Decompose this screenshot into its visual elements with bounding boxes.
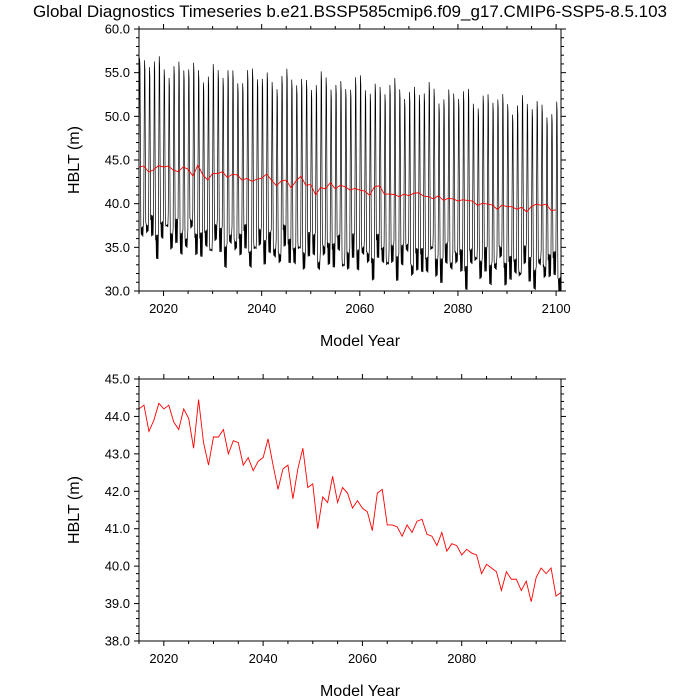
x-tick-label: 2020 bbox=[149, 301, 178, 316]
monthly-and-annual-panel: 2020 2040 2060 2080 2100 30.0 35.0 40.0 45.0 50.0… bbox=[66, 22, 571, 351]
plot-area bbox=[139, 56, 561, 291]
annual-series-line bbox=[139, 163, 557, 213]
y-tick-label: 40.0 bbox=[105, 196, 130, 211]
y-tick-label: 55.0 bbox=[105, 65, 130, 80]
y-tick-label: 41.0 bbox=[105, 521, 130, 536]
y-tick-label: 50.0 bbox=[105, 109, 130, 124]
y-tick-label: 39.0 bbox=[105, 596, 130, 611]
y-tick-label: 35.0 bbox=[105, 240, 130, 255]
x-tick-label: 2040 bbox=[249, 651, 278, 666]
x-tick-label: 2080 bbox=[443, 301, 472, 316]
y-tick-label: 44.0 bbox=[105, 409, 130, 424]
x-tick-label: 2080 bbox=[447, 651, 476, 666]
x-tick-label: 2040 bbox=[247, 301, 276, 316]
plot-area bbox=[139, 399, 561, 602]
x-axis-label: Model Year bbox=[320, 683, 401, 700]
y-tick-label: 45.0 bbox=[105, 153, 130, 168]
annual-mean-panel: 2020 2040 2060 2080 38.0 39.0 40.0 41.0 42.0 43.0… bbox=[66, 372, 566, 700]
axes-frame bbox=[138, 378, 562, 642]
x-tick-label: 2060 bbox=[348, 651, 377, 666]
y-tick-label: 60.0 bbox=[105, 22, 130, 37]
y-tick-label: 38.0 bbox=[105, 634, 130, 649]
y-tick-label: 42.0 bbox=[105, 484, 130, 499]
page-title: Global Diagnostics Timeseries b.e21.BSSP… bbox=[32, 2, 668, 21]
annual-series-line bbox=[139, 399, 561, 602]
y-tick-label: 43.0 bbox=[105, 446, 130, 461]
x-tick-label: 2020 bbox=[149, 651, 178, 666]
x-axis-label: Model Year bbox=[320, 333, 401, 350]
x-tick-label: 2060 bbox=[345, 301, 374, 316]
y-tick-label: 30.0 bbox=[105, 284, 130, 299]
y-axis-label: HBLT (m) bbox=[66, 126, 83, 194]
y-axis-label: HBLT (m) bbox=[66, 476, 83, 544]
y-tick-label: 45.0 bbox=[105, 372, 130, 387]
y-tick-label: 40.0 bbox=[105, 559, 130, 574]
x-tick-label: 2100 bbox=[542, 301, 571, 316]
monthly-series-line bbox=[139, 56, 561, 291]
